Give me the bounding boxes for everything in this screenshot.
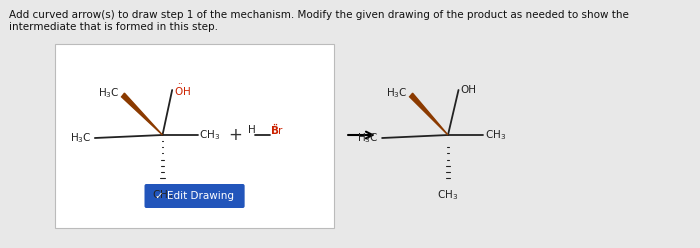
Text: $\ddot{\mathrm{O}}$H: $\ddot{\mathrm{O}}$H [174,82,191,98]
Text: H$_3$C: H$_3$C [357,131,379,145]
Text: intermediate that is formed in this step.: intermediate that is formed in this step… [9,22,218,32]
Text: Add curved arrow(s) to draw step 1 of the mechanism. Modify the given drawing of: Add curved arrow(s) to draw step 1 of th… [9,10,629,20]
Text: ✓ Edit Drawing: ✓ Edit Drawing [155,191,234,201]
Text: H$_3$C: H$_3$C [70,131,92,145]
Polygon shape [410,93,448,135]
Text: H: H [248,125,256,135]
FancyBboxPatch shape [144,184,244,208]
Text: $\mathbf{\ddot{B}}$r: $\mathbf{\ddot{B}}$r [270,123,284,137]
Text: CH$_3$: CH$_3$ [152,188,173,202]
Text: H$_3$C: H$_3$C [386,86,407,100]
Text: +: + [228,126,242,144]
Text: OH: OH [461,85,476,95]
Text: CH$_3$: CH$_3$ [438,188,458,202]
Text: H$_3$C: H$_3$C [98,86,120,100]
Text: CH$_3$: CH$_3$ [485,128,506,142]
Polygon shape [122,93,162,135]
Text: CH$_3$: CH$_3$ [199,128,220,142]
FancyBboxPatch shape [55,44,334,228]
